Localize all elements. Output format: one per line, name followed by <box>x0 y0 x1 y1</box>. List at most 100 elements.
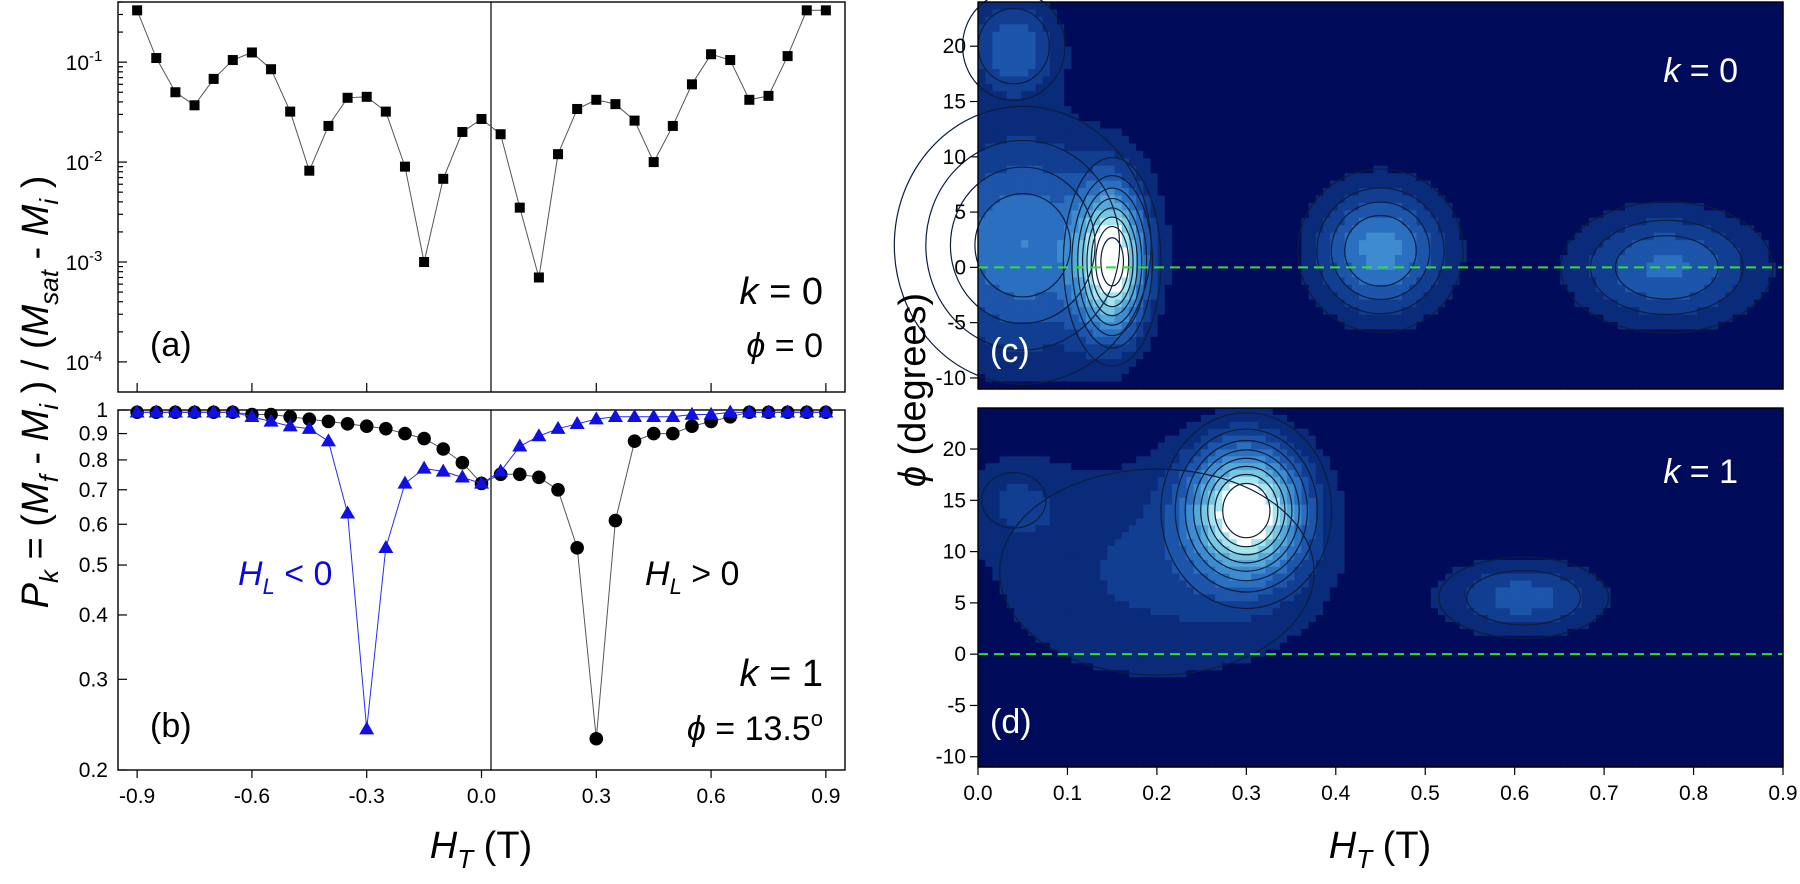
panel-c-map-cell <box>1222 195 1231 204</box>
panel-c-map-cell <box>1394 284 1403 293</box>
panel-c-map-cell <box>1739 232 1748 241</box>
panel-c-map-cell <box>1387 292 1396 301</box>
panel-c-map-cell <box>1754 106 1763 115</box>
panel-c-map-cell <box>1164 292 1173 301</box>
panel-c-map-cell <box>1581 106 1590 115</box>
panel-c-map-cell <box>1308 217 1317 226</box>
panel-c-map-cell <box>1121 68 1130 78</box>
panel-c-map-cell <box>1114 150 1123 159</box>
panel-c-map-cell <box>1416 180 1425 189</box>
panel-c-map-cell <box>985 135 993 144</box>
panel-c-map-cell <box>1006 54 1015 63</box>
panel-c-map-cell <box>1459 39 1468 48</box>
panel-c-map-cell <box>1502 31 1511 40</box>
panel-c-map-cell <box>1394 269 1403 278</box>
panel-c-map-cell <box>1337 91 1346 100</box>
panel-c-map-cell <box>1121 247 1130 256</box>
panel-c-map-cell <box>1481 143 1489 152</box>
panel-c-map-cell <box>1085 128 1094 137</box>
panel-c-map-cell <box>1668 128 1676 137</box>
panel-c-map-cell <box>1100 247 1108 256</box>
panel-c-map-cell <box>1366 2 1374 11</box>
panel-c-map-cell <box>1747 225 1755 234</box>
panel-c-map-cell <box>1358 24 1367 33</box>
panel-c-map-cell <box>1186 225 1195 234</box>
panel-c-map-cell <box>1531 217 1540 226</box>
panel-c-map-cell <box>1186 150 1195 159</box>
panel-c-map-cell <box>1682 165 1691 174</box>
panel-c-map-cell <box>1747 31 1755 40</box>
panel-c-map-cell <box>1689 54 1698 63</box>
panel-c-map-cell <box>1078 54 1087 63</box>
panel-c-map-cell <box>1517 165 1525 174</box>
panel-c-map-cell <box>1114 232 1123 241</box>
panel-c-map-cell <box>1222 2 1231 11</box>
panel-c-map-cell <box>999 98 1008 107</box>
panel-c-map-cell <box>1754 217 1763 226</box>
panel-c-map-cell <box>1143 307 1152 316</box>
panel-c-map-cell <box>1603 180 1612 189</box>
panel-c-map-cell <box>1581 121 1590 130</box>
panel-c-map-cell <box>1538 98 1547 107</box>
panel-c-map-cell <box>1222 135 1231 144</box>
panel-c-map-cell <box>1747 91 1755 100</box>
panel-c-map-cell <box>1330 240 1338 249</box>
panel-c-map-cell <box>1308 262 1317 271</box>
panel-c-map-cell <box>1128 158 1137 167</box>
panel-c-map-cell <box>1215 135 1223 144</box>
panel-c-map-cell <box>1488 232 1497 241</box>
panel-c-map-cell <box>1265 225 1274 234</box>
panel-c-map-cell <box>1251 277 1259 286</box>
panel-c-map-cell <box>1042 2 1051 11</box>
panel-c-map-cell <box>1761 195 1770 204</box>
panel-c-map-cell <box>1380 255 1389 264</box>
panel-c-map-cell <box>1394 31 1403 40</box>
panel-c-map-cell <box>1588 277 1597 286</box>
panel-c-map-cell <box>1064 31 1073 40</box>
panel-c-map-cell <box>1603 299 1612 308</box>
panel-c-map-cell <box>1114 76 1123 85</box>
panel-c-map-cell <box>1553 217 1561 226</box>
panel-c-map-cell <box>1725 39 1734 48</box>
panel-c-map-cell <box>1553 76 1561 85</box>
panel-c-map-cell <box>1315 83 1324 92</box>
panel-c-map-cell <box>1409 299 1418 308</box>
panel-c-map-cell <box>1279 31 1288 40</box>
panel-c-map-cell <box>1632 68 1640 78</box>
panel-c-map-cell <box>1754 2 1763 11</box>
panel-c-map-cell <box>1517 255 1525 264</box>
panel-c-map-cell <box>1481 158 1489 167</box>
panel-c-map-cell <box>1473 247 1482 256</box>
panel-c-map-cell <box>1596 16 1604 25</box>
panel-c-map-cell <box>1100 54 1108 63</box>
panel-c-map-cell <box>1488 307 1497 316</box>
panel-c-map-cell <box>1193 195 1202 204</box>
panel-c-map-cell <box>1136 113 1144 122</box>
panel-c-map-cell <box>1689 255 1698 264</box>
panel-c-map-cell <box>1021 299 1029 308</box>
panel-c-map-cell <box>1509 240 1518 249</box>
panel-c-map-cell <box>1272 9 1281 18</box>
panel-c-map-cell <box>1524 195 1533 204</box>
panel-c-map-cell <box>1308 150 1317 159</box>
panel-c-map-cell <box>1689 98 1698 107</box>
panel-c-map-cell <box>1668 217 1676 226</box>
panel-c-map-cell <box>1524 98 1533 107</box>
panel-c-map-cell <box>1632 188 1640 197</box>
panel-c-map-cell <box>1610 54 1619 63</box>
panel-c-map-cell <box>1524 143 1533 152</box>
panel-c-map-cell <box>1330 46 1338 55</box>
panel-c-map-cell <box>1739 255 1748 264</box>
panel-c-map-cell <box>1308 195 1317 204</box>
panel-c-map-cell <box>1143 2 1152 11</box>
panel-c-map-cell <box>1085 225 1094 234</box>
panel-c-map-cell <box>1193 202 1202 211</box>
panel-c-map-cell <box>1078 173 1087 182</box>
panel-c-map-cell <box>1035 247 1044 256</box>
panel-c-map-cell <box>1761 31 1770 40</box>
panel-c-map-cell <box>1251 269 1259 278</box>
panel-c-map-cell <box>1344 299 1353 308</box>
panel-c-map-cell <box>1049 83 1058 92</box>
panel-c-map-cell <box>1301 76 1310 85</box>
panel-c-map-cell <box>1387 255 1396 264</box>
